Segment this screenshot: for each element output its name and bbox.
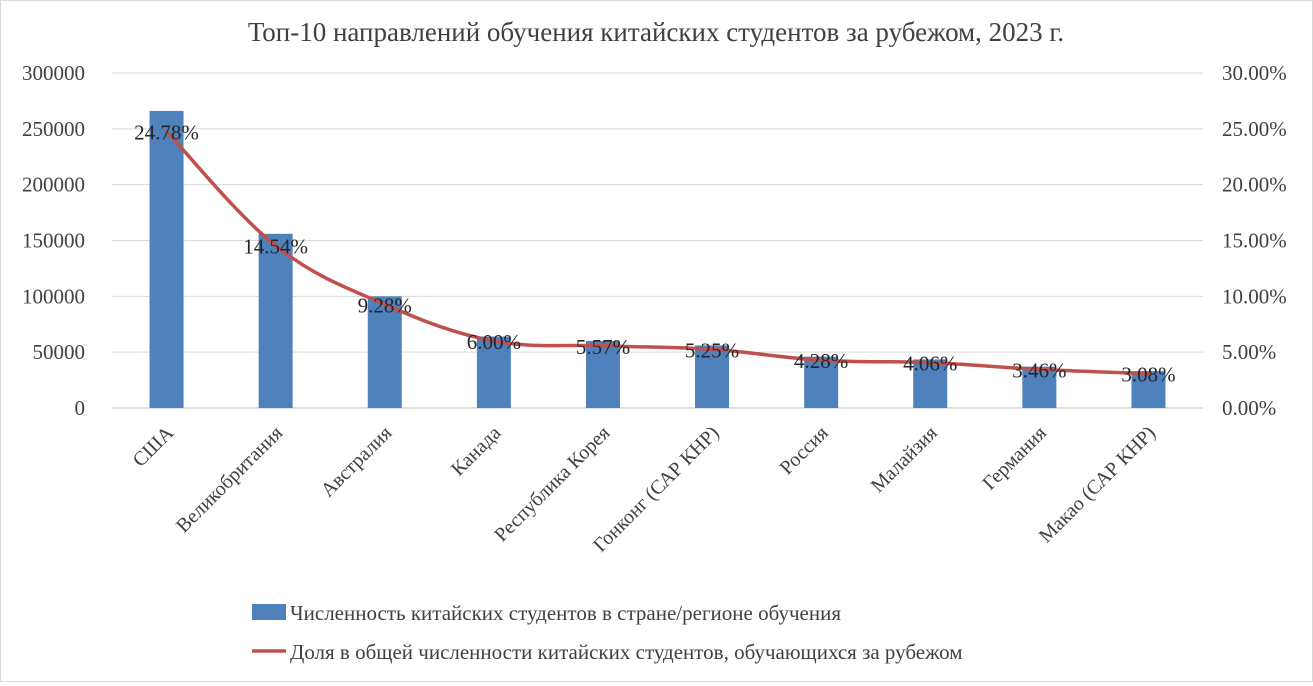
bar xyxy=(804,356,839,408)
legend-bar-swatch xyxy=(252,604,286,620)
gridlines xyxy=(112,72,1203,409)
line-series xyxy=(164,129,1151,376)
bar xyxy=(1131,371,1166,408)
legend: Численность китайских студентов в стране… xyxy=(252,601,962,664)
data-label: 14.54% xyxy=(243,235,308,259)
legend-bar-label: Численность китайских студентов в стране… xyxy=(290,601,841,625)
data-label: 5.25% xyxy=(685,338,739,362)
bar xyxy=(913,359,948,408)
data-label: 24.78% xyxy=(134,120,199,144)
y-right-tick-label: 5.00% xyxy=(1222,340,1276,364)
category-label: Великобритания xyxy=(172,422,287,537)
y-left-tick-label: 300000 xyxy=(22,61,85,85)
y-left-tick-label: 150000 xyxy=(22,229,85,253)
data-label: 9.28% xyxy=(358,293,412,317)
category-label: Республика Корея xyxy=(490,422,614,546)
y-right-tick-label: 30.00% xyxy=(1222,61,1287,85)
y-left-tick-label: 250000 xyxy=(22,117,85,141)
y-axis-right: 0.00% 5.00% 10.00% 15.00% 20.00% 25.00% 30.00% xyxy=(1222,61,1287,420)
bar xyxy=(476,336,511,408)
data-label: 4.06% xyxy=(903,352,957,376)
category-label: США xyxy=(129,422,179,472)
chart-title: Топ-10 направлений обучения китайских ст… xyxy=(248,17,1064,47)
data-label: 3.46% xyxy=(1012,358,1066,382)
y-right-tick-label: 0.00% xyxy=(1222,396,1276,420)
y-left-tick-label: 0 xyxy=(75,396,86,420)
category-label: Россия xyxy=(776,422,833,479)
legend-line-label: Доля в общей численности китайских студе… xyxy=(290,640,962,664)
bar xyxy=(695,345,730,408)
bar xyxy=(585,341,620,408)
data-label: 3.08% xyxy=(1121,363,1175,387)
category-label: Макао (САР КНР) xyxy=(1035,422,1160,547)
bar xyxy=(149,110,184,408)
y-left-tick-label: 50000 xyxy=(33,340,86,364)
bar-series xyxy=(149,110,1166,408)
bar xyxy=(1022,366,1057,408)
share-line xyxy=(164,129,1151,376)
data-label: 6.00% xyxy=(467,330,521,354)
bar xyxy=(367,296,402,408)
y-right-tick-label: 15.00% xyxy=(1222,229,1287,253)
bar xyxy=(258,233,293,408)
category-label: Канада xyxy=(447,422,505,480)
data-labels: 24.78% 14.54% 9.28% 6.00% 5.57% 5.25% 4.28% 4.0… xyxy=(134,120,1175,386)
y-right-tick-label: 10.00% xyxy=(1222,284,1287,308)
y-right-tick-label: 20.00% xyxy=(1222,173,1287,197)
data-label: 4.28% xyxy=(794,349,848,373)
y-left-tick-label: 200000 xyxy=(22,173,85,197)
y-axis-left: 0 50000 100000 150000 200000 250000 300000 xyxy=(22,61,85,420)
category-label: Германия xyxy=(978,422,1051,495)
data-label: 5.57% xyxy=(576,335,630,359)
y-left-tick-label: 100000 xyxy=(22,284,85,308)
category-label: Австралия xyxy=(317,422,397,502)
category-label: Малайзия xyxy=(867,422,942,497)
y-right-tick-label: 25.00% xyxy=(1222,117,1287,141)
